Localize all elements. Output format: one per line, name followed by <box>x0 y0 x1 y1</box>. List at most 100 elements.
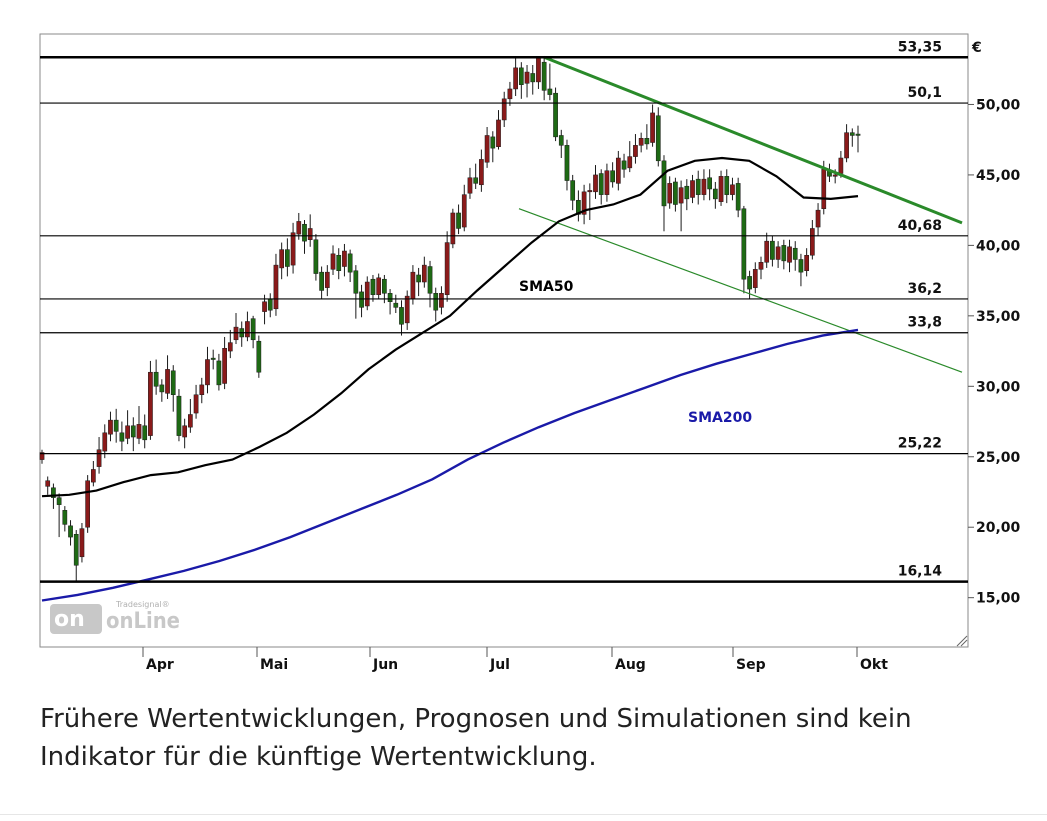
candle-body <box>136 424 142 439</box>
candle-body <box>610 170 615 183</box>
candle-body <box>838 157 844 174</box>
candle-body <box>558 135 564 146</box>
candle-body <box>302 223 307 242</box>
candle-body <box>102 432 108 452</box>
tradesignal-online-logo: on onLine Tradesignal® <box>50 600 180 634</box>
candle-body <box>678 187 684 204</box>
candle-body <box>724 176 730 195</box>
candle-body <box>758 262 764 270</box>
candle-body <box>570 180 576 201</box>
candle-body <box>752 269 758 288</box>
candle-body <box>336 254 342 271</box>
candle-body <box>633 145 638 157</box>
candle-body <box>684 185 690 200</box>
candle-body <box>450 212 456 245</box>
level-label: 25,22 <box>898 436 942 452</box>
candle-body <box>79 528 85 558</box>
candle-body <box>456 212 461 229</box>
candle-body <box>382 278 387 294</box>
candle-body <box>267 298 273 311</box>
level-label: 16,14 <box>898 564 943 580</box>
candle-body <box>821 169 827 209</box>
candle-body <box>319 271 324 291</box>
candle-body <box>307 228 313 240</box>
candle-body <box>690 180 695 198</box>
candle-body <box>593 174 598 193</box>
candle-body <box>45 480 51 487</box>
candle-body <box>433 293 439 311</box>
candle-body <box>285 249 290 267</box>
resistance-trendline <box>543 55 963 225</box>
resize-grip-icon[interactable] <box>956 635 968 647</box>
candle-body <box>798 259 804 273</box>
candle-body <box>68 525 73 538</box>
x-tick-label: Mai <box>260 657 288 673</box>
sma50-line <box>41 156 859 498</box>
candle-body <box>518 67 524 85</box>
candle-body <box>142 425 148 441</box>
candle-body <box>650 112 655 143</box>
disclaimer-line-2: Indikator für die künftige Wertentwicklu… <box>40 742 597 772</box>
y-tick-label: 50,00 <box>976 97 1021 113</box>
candle-body <box>39 452 45 460</box>
candle-body <box>404 295 410 324</box>
candle-body <box>324 271 330 288</box>
disclaimer-text: Frühere Wertentwicklungen, Prognosen und… <box>40 700 1030 776</box>
candle-body <box>479 159 484 186</box>
candle-body <box>787 246 792 263</box>
divider <box>0 814 1047 815</box>
candle-body <box>701 178 707 195</box>
candles <box>39 56 861 583</box>
candle-body <box>484 135 490 163</box>
candle-body <box>741 208 747 280</box>
disclaimer-line-1: Frühere Wertentwicklungen, Prognosen und… <box>40 704 912 734</box>
candle-body <box>507 88 513 100</box>
candle-body <box>524 71 530 84</box>
candle-body <box>347 253 353 273</box>
watermark-sub: Tradesignal® <box>115 600 170 609</box>
candle-body <box>427 266 433 294</box>
candle-body <box>627 156 633 169</box>
candle-body <box>233 326 239 341</box>
candle-body <box>227 342 233 352</box>
plot-frame <box>39 33 969 648</box>
candle-body <box>809 228 815 256</box>
candle-body <box>165 369 170 394</box>
candle-body <box>735 183 741 211</box>
candle-body <box>421 264 427 283</box>
y-tick-label: 45,00 <box>976 168 1021 184</box>
candle-body <box>313 239 319 274</box>
candle-body <box>747 276 752 290</box>
candle-body <box>256 340 262 373</box>
candle-body <box>730 184 735 195</box>
svg-text:on: on <box>54 607 85 632</box>
candle-body <box>496 119 501 147</box>
candle-body <box>182 425 188 438</box>
candle-body <box>644 138 650 145</box>
candle-body <box>188 414 193 428</box>
candle-body <box>342 250 347 267</box>
candle-body <box>96 449 102 467</box>
candle-body <box>210 357 216 360</box>
y-tick-label: 25,00 <box>976 450 1021 466</box>
candle-body <box>393 302 399 308</box>
candle-body <box>330 253 336 270</box>
sma200-line <box>41 328 859 602</box>
candle-body <box>364 281 370 307</box>
candle-body <box>216 360 222 386</box>
candle-body <box>553 92 558 138</box>
candle-body <box>564 145 570 181</box>
candle-body <box>262 301 267 312</box>
candle-body <box>205 359 210 386</box>
candle-body <box>222 348 227 384</box>
candle-body <box>473 177 479 184</box>
candle-body <box>73 534 79 566</box>
candle-body <box>673 181 678 205</box>
candle-body <box>170 370 176 396</box>
candle-body <box>712 188 718 200</box>
candle-body <box>501 98 507 121</box>
candle-body <box>91 469 96 483</box>
candle-body <box>638 138 644 146</box>
candle-body <box>655 115 661 162</box>
candle-body <box>587 190 593 193</box>
